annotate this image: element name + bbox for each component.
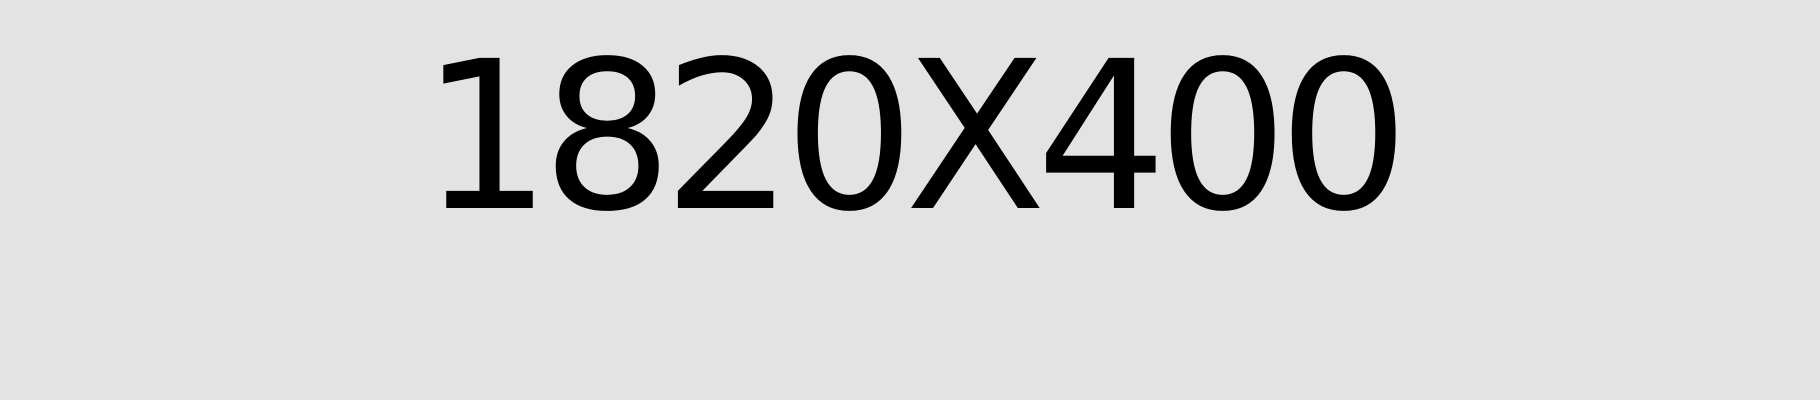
dimensions-label: 1820X400 (420, 17, 1410, 257)
